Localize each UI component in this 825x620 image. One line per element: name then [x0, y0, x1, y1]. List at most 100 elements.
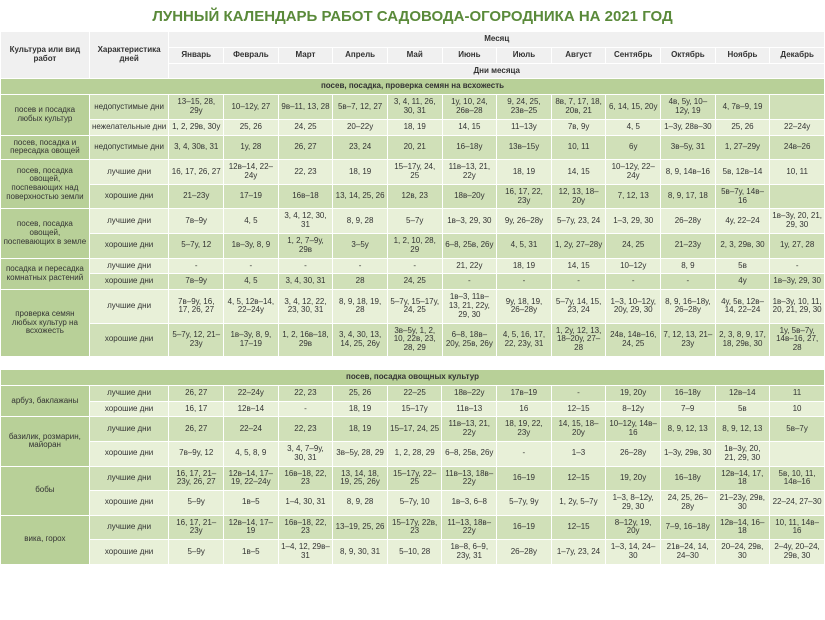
culture-cell: посев, посадка овощей, поспевающих над п…	[1, 160, 90, 209]
value-cell: 10, 11	[770, 160, 825, 185]
char-cell: хорошие дни	[89, 184, 169, 209]
value-cell: 5–7у, 12, 21–23у	[169, 323, 224, 356]
value-cell: 17в–19	[497, 385, 552, 401]
value-cell: 4, 5, 31	[497, 233, 552, 258]
value-cell: 1–3, 10–12у, 20у, 29, 30	[606, 290, 661, 323]
value-cell	[770, 95, 825, 120]
value-cell: 3, 4, 30, 31	[278, 274, 333, 290]
value-cell: 5в–7у	[770, 417, 825, 442]
value-cell: 11в–13	[442, 401, 497, 417]
value-cell: 12–15	[551, 466, 606, 491]
value-cell: 12–15	[551, 401, 606, 417]
value-cell: 1в–3у, 29, 30	[770, 274, 825, 290]
value-cell: 5в, 10, 11, 14в–16	[770, 466, 825, 491]
value-cell: 7в–9у, 12	[169, 441, 224, 466]
value-cell: 26–28у	[606, 441, 661, 466]
value-cell: -	[551, 274, 606, 290]
value-cell: 1в–3у, 10, 11, 20, 21, 29, 30	[770, 290, 825, 323]
value-cell: 26–28у	[661, 209, 716, 234]
value-cell: 2–4у, 20–24, 29в, 30	[770, 540, 825, 565]
value-cell: 13, 14, 18, 19, 25, 26у	[333, 466, 388, 491]
hdr-month-group: Месяц	[169, 32, 825, 48]
value-cell: 4, 5, 12в–14, 22–24у	[224, 290, 279, 323]
hdr-month-1: Февраль	[224, 47, 279, 63]
value-cell: 1–3, 8–12у, 29, 30	[606, 491, 661, 516]
value-cell: 8–12у	[606, 401, 661, 417]
value-cell: 8, 9	[661, 258, 716, 274]
value-cell: 4, 5	[224, 274, 279, 290]
value-cell: 25, 26	[224, 119, 279, 135]
value-cell: 21в–24, 14, 24–30	[660, 540, 715, 565]
char-cell: лучшие дни	[89, 466, 169, 491]
hdr-days-group: Дни месяца	[169, 63, 825, 79]
value-cell: 19, 20у	[606, 466, 661, 491]
value-cell: 22–25	[387, 385, 442, 401]
value-cell: 18в–22у	[442, 385, 497, 401]
hdr-month-4: Май	[387, 47, 442, 63]
value-cell: -	[551, 385, 606, 401]
value-cell: -	[333, 258, 388, 274]
value-cell: 7в–9у	[169, 274, 224, 290]
char-cell: нежелательные дни	[89, 119, 169, 135]
value-cell: 3, 4, 11, 26, 30, 31	[387, 95, 442, 120]
hdr-month-5: Июнь	[442, 47, 497, 63]
value-cell: 16–18у	[660, 466, 715, 491]
value-cell: 16, 17, 21–23у, 26, 27	[169, 466, 224, 491]
char-cell: лучшие дни	[89, 515, 169, 540]
value-cell: 16в–18	[278, 184, 333, 209]
char-cell: хорошие дни	[89, 540, 169, 565]
value-cell: 1в–3у, 20, 21, 29, 30	[715, 441, 770, 466]
value-cell: 18, 19, 22, 23у	[497, 417, 552, 442]
value-cell: 24в, 14в–16, 24, 25	[606, 323, 661, 356]
value-cell: 22, 23	[278, 385, 333, 401]
value-cell: 14, 15	[551, 160, 606, 185]
value-cell: -	[497, 274, 552, 290]
culture-cell: посев и посадка любых культур	[1, 95, 90, 135]
value-cell: 11в–13, 18в–22у	[442, 466, 497, 491]
value-cell: 12в–14, 22–24у	[224, 160, 279, 185]
culture-cell: проверка семян любых культур на всхожест…	[1, 290, 90, 357]
value-cell: 10–12у, 14в–16	[606, 417, 661, 442]
char-cell: хорошие дни	[89, 323, 169, 356]
value-cell: 10	[770, 401, 825, 417]
value-cell: -	[169, 258, 224, 274]
value-cell: 28	[333, 274, 388, 290]
value-cell: 13, 14, 25, 26	[333, 184, 388, 209]
value-cell: 7в–9у	[169, 209, 224, 234]
value-cell: 3, 4, 30в, 31	[169, 135, 224, 160]
value-cell: 6–8, 25в, 26у	[442, 441, 497, 466]
hdr-month-3: Апрель	[333, 47, 388, 63]
value-cell: 5–7у, 23, 24	[551, 209, 606, 234]
value-cell: 21–23у	[169, 184, 224, 209]
value-cell: 1–3у, 29в, 30	[660, 441, 715, 466]
value-cell: 1, 2у, 12, 13, 18–20у, 27–28	[551, 323, 606, 356]
value-cell: 9у, 26–28у	[497, 209, 552, 234]
value-cell	[770, 441, 825, 466]
hdr-characteristic: Характеристика дней	[89, 32, 169, 79]
value-cell: 22–24у	[224, 385, 279, 401]
value-cell: 18, 19	[387, 119, 442, 135]
value-cell: 1–4, 30, 31	[278, 491, 333, 516]
value-cell: 1в–3, 6–8	[442, 491, 497, 516]
value-cell: 5в–7, 12, 27	[333, 95, 388, 120]
hdr-culture: Культура или вид работ	[1, 32, 90, 79]
value-cell: 1у, 5в–7у, 14в–16, 27, 28	[770, 323, 825, 356]
hdr-month-11: Декабрь	[770, 47, 825, 63]
value-cell: -	[387, 258, 442, 274]
value-cell: 13в–15у	[497, 135, 552, 160]
value-cell: 8, 9, 12, 13	[660, 417, 715, 442]
value-cell: 5в	[715, 401, 770, 417]
value-cell: 8, 9, 30, 31	[333, 540, 388, 565]
value-cell: 23, 24	[333, 135, 388, 160]
value-cell: 5–9у	[169, 540, 224, 565]
value-cell: 5в–7у, 14в–16	[715, 184, 770, 209]
value-cell: 5–7у	[387, 209, 442, 234]
value-cell: 7в, 9у	[551, 119, 606, 135]
value-cell: 15–17у	[387, 401, 442, 417]
value-cell: 1, 2, 10, 28, 29	[387, 233, 442, 258]
value-cell: 3в–5у, 28, 29	[333, 441, 388, 466]
hdr-month-0: Январь	[169, 47, 224, 63]
value-cell: 1в–3, 29, 30	[442, 209, 497, 234]
value-cell: 1в–5	[224, 540, 279, 565]
value-cell: 1–3, 29, 30	[606, 209, 661, 234]
